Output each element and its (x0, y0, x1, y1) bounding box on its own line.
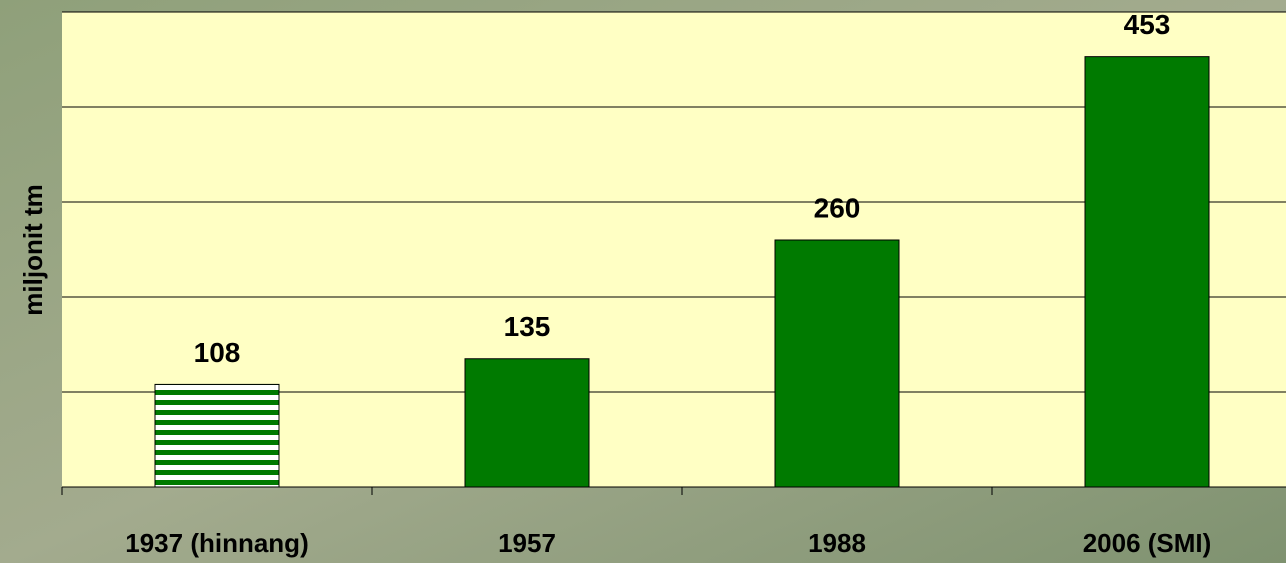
value-label: 108 (194, 337, 241, 368)
x-tick-label: 1957 (498, 528, 556, 558)
x-tick-label: 1988 (808, 528, 866, 558)
bar (154, 383, 280, 488)
x-tick-label: 2006 (SMI) (1083, 528, 1212, 558)
value-label: 453 (1124, 9, 1171, 40)
value-label: 260 (814, 192, 861, 223)
bar (1084, 56, 1210, 488)
x-tick-label: 1937 (hinnang) (125, 528, 308, 558)
value-label: 135 (504, 311, 551, 342)
y-axis-label: miljonit tm (18, 184, 48, 315)
bar (464, 358, 590, 488)
bar (774, 239, 900, 488)
